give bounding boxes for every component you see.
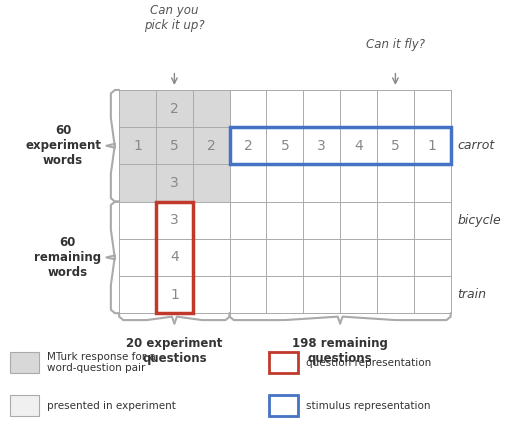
Bar (10, 352, 39, 373)
Text: 60
remaining
words: 60 remaining words (34, 236, 101, 279)
Text: 1: 1 (133, 139, 142, 153)
Text: 2: 2 (243, 139, 252, 153)
Text: stimulus representation: stimulus representation (306, 400, 430, 411)
Text: train: train (457, 288, 486, 301)
Text: Can you
pick it up?: Can you pick it up? (144, 4, 205, 32)
Text: 5: 5 (391, 139, 400, 153)
Text: 3: 3 (170, 176, 179, 190)
Text: presented in experiment: presented in experiment (47, 400, 176, 411)
Bar (269, 352, 298, 373)
Text: 5: 5 (170, 139, 179, 153)
Text: 4: 4 (354, 139, 363, 153)
Text: 198 remaining
questions: 198 remaining questions (292, 337, 388, 365)
Text: Can it fly?: Can it fly? (366, 38, 425, 51)
Text: 60
experiment
words: 60 experiment words (25, 124, 101, 167)
Bar (229, 127, 451, 164)
Text: 3: 3 (318, 139, 326, 153)
Text: question representation: question representation (306, 358, 431, 368)
Bar (119, 90, 229, 202)
Text: 1: 1 (428, 139, 437, 153)
Text: 3: 3 (170, 213, 179, 227)
Bar (10, 395, 39, 416)
Text: 20 experiment
questions: 20 experiment questions (126, 337, 223, 365)
Text: bicycle: bicycle (457, 213, 501, 227)
Text: 2: 2 (207, 139, 215, 153)
Text: 4: 4 (170, 251, 179, 264)
Text: 5: 5 (281, 139, 289, 153)
Text: 2: 2 (170, 102, 179, 115)
Text: 1: 1 (170, 288, 179, 301)
Text: MTurk response for a
word-question pair: MTurk response for a word-question pair (47, 352, 155, 373)
Text: carrot: carrot (457, 139, 495, 152)
Bar (119, 90, 451, 313)
Bar (269, 395, 298, 416)
Bar (156, 202, 193, 313)
